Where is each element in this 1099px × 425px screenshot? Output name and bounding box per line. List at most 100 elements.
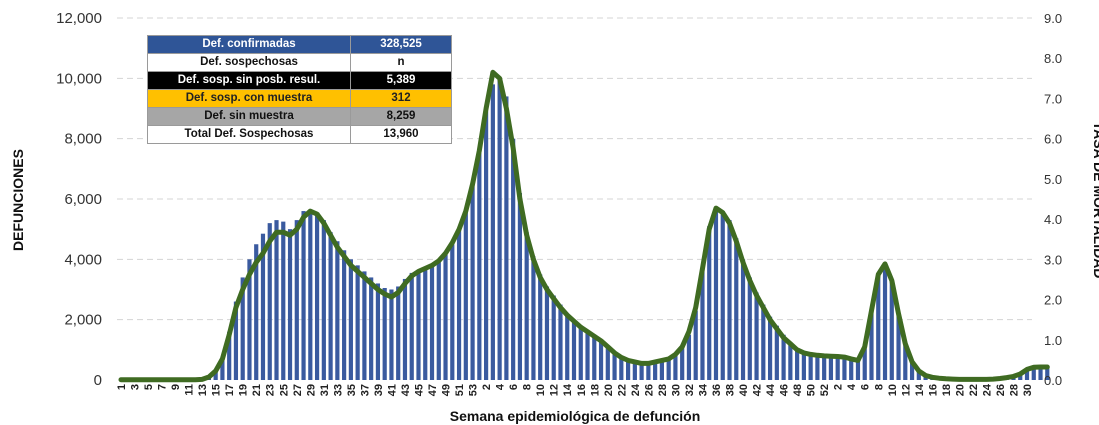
bar xyxy=(909,361,915,380)
bar xyxy=(233,301,239,380)
bar xyxy=(416,269,421,380)
x-tick-label: 14 xyxy=(914,383,926,396)
bar xyxy=(558,304,563,380)
summary-value: n xyxy=(350,53,452,72)
bar xyxy=(456,229,462,380)
x-tick-label: 29 xyxy=(305,384,317,396)
x-tick-label: 45 xyxy=(414,384,426,396)
y2-tick-label: 2.0 xyxy=(1044,293,1062,308)
x-tick-label: 27 xyxy=(292,384,304,396)
bar xyxy=(592,334,597,380)
summary-row: Def. sospechosas n xyxy=(147,53,452,72)
summary-label: Def. sin muestra xyxy=(147,107,351,126)
bar xyxy=(612,352,617,380)
x-tick-label: 36 xyxy=(711,384,723,396)
x-tick-label: 22 xyxy=(616,384,628,396)
bar xyxy=(673,355,678,380)
bar xyxy=(842,355,847,380)
x-tick-label: 26 xyxy=(995,384,1007,396)
bar xyxy=(477,150,482,380)
bar xyxy=(598,340,604,380)
bar xyxy=(1024,369,1030,380)
y2-tick-label: 3.0 xyxy=(1044,252,1062,267)
bar xyxy=(369,277,374,380)
x-axis-ticks: 1 3 5 7 9 11 13 15 17 19 21 23 25 27 29 31 33 35 37 39 41 43 4… xyxy=(116,383,1034,396)
y2-tick-label: 8.0 xyxy=(1044,51,1062,66)
bar xyxy=(707,226,712,380)
bar xyxy=(517,192,523,380)
bar xyxy=(889,280,894,380)
bar xyxy=(544,286,550,380)
y2-axis-title: TASA DE MORTALIDAD xyxy=(1091,122,1099,279)
bar xyxy=(409,272,414,380)
y-tick-label: 4,000 xyxy=(64,251,102,268)
bar xyxy=(443,254,448,380)
bar xyxy=(571,319,577,380)
left-axis-ticks: 0 2,000 4,000 6,000 8,000 10,000 12,000 xyxy=(56,10,102,389)
summary-label: Def. confirmadas xyxy=(147,35,351,54)
x-tick-label: 12 xyxy=(900,384,912,396)
summary-value: 13,960 xyxy=(350,125,452,144)
x-tick-label: 10 xyxy=(535,384,547,396)
bar xyxy=(619,357,624,380)
bar xyxy=(402,278,408,380)
bar xyxy=(882,263,888,380)
bar xyxy=(382,287,387,380)
bar xyxy=(801,351,806,380)
y2-tick-label: 5.0 xyxy=(1044,172,1062,187)
bar xyxy=(504,96,509,380)
bar xyxy=(1045,367,1050,380)
bar xyxy=(342,250,347,380)
x-tick-label: 39 xyxy=(373,384,385,396)
x-tick-label: 41 xyxy=(386,384,398,396)
bar xyxy=(355,265,360,380)
bar xyxy=(720,211,725,380)
summary-value: 312 xyxy=(350,89,452,108)
x-tick-label: 30 xyxy=(670,384,682,396)
x-tick-label: 18 xyxy=(941,384,953,396)
bar xyxy=(808,352,813,380)
bar xyxy=(490,84,495,380)
bar xyxy=(450,244,455,380)
x-tick-label: 8 xyxy=(522,384,534,390)
bar xyxy=(815,353,820,380)
bar xyxy=(585,330,590,380)
bar xyxy=(727,220,732,380)
bar xyxy=(335,241,340,380)
y2-tick-label: 7.0 xyxy=(1044,91,1062,106)
summary-row: Total Def. Sospechosas 13,960 xyxy=(147,125,452,144)
bars xyxy=(118,78,1050,381)
y-tick-label: 12,000 xyxy=(56,10,102,27)
x-tick-label: 17 xyxy=(224,384,236,396)
x-tick-label: 28 xyxy=(1009,384,1021,396)
bar xyxy=(666,360,671,380)
summary-row: Def. confirmadas 328,525 xyxy=(147,35,452,54)
x-tick-label: 20 xyxy=(954,384,966,396)
bar xyxy=(551,295,556,380)
bar xyxy=(463,211,468,380)
x-tick-label: 48 xyxy=(792,384,804,396)
x-tick-label: 13 xyxy=(197,384,209,396)
bar xyxy=(754,292,759,380)
bar xyxy=(855,360,861,380)
x-tick-label: 30 xyxy=(1022,384,1034,396)
x-tick-label: 42 xyxy=(752,384,764,396)
bar xyxy=(835,354,840,380)
x-tick-label: 11 xyxy=(184,384,196,396)
x-tick-label: 19 xyxy=(238,384,250,396)
bar xyxy=(869,310,874,380)
x-tick-label: 5 xyxy=(143,384,155,390)
x-tick-label: 31 xyxy=(319,384,331,396)
bar xyxy=(389,289,394,380)
bar xyxy=(470,183,475,380)
bar xyxy=(240,277,245,380)
y-tick-label: 6,000 xyxy=(64,191,102,208)
x-axis-title: Semana epidemiológica de defunción xyxy=(450,408,701,424)
bar xyxy=(423,266,428,380)
x-tick-label: 53 xyxy=(468,384,480,396)
x-tick-label: 38 xyxy=(725,384,737,396)
bar xyxy=(646,363,651,380)
x-tick-label: 6 xyxy=(508,384,520,390)
summary-label: Def. sospechosas xyxy=(147,53,351,72)
x-tick-label: 44 xyxy=(765,383,777,396)
